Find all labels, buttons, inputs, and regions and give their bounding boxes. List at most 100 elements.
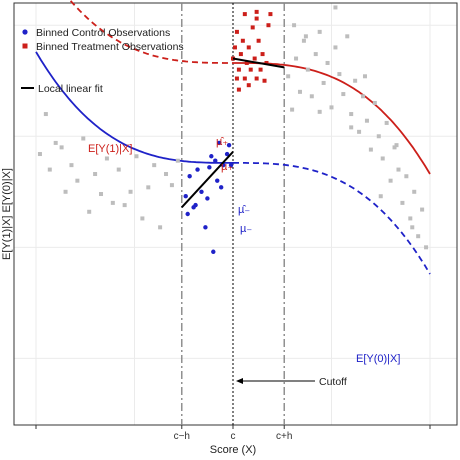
background-point [349, 125, 354, 130]
background-point [152, 163, 157, 168]
control-point [207, 165, 212, 170]
background-point [372, 100, 377, 105]
background-point [321, 80, 326, 85]
background-point [384, 120, 389, 125]
control-point [215, 178, 220, 183]
treatment-point [260, 52, 265, 57]
background-point [420, 207, 425, 212]
background-point [93, 172, 98, 177]
treatment-point [266, 23, 271, 28]
x-axis-ticks: c−h c c+h [35, 425, 431, 442]
background-point [43, 112, 48, 117]
legend-fit-label: Local linear fit [38, 83, 103, 95]
control-point [199, 189, 204, 194]
background-point [357, 129, 362, 134]
treatment-point [236, 87, 241, 92]
background-point [412, 189, 417, 194]
background-point [294, 56, 299, 61]
background-point [309, 94, 314, 99]
background-point [53, 140, 58, 145]
background-point [81, 136, 86, 141]
control-point [203, 225, 208, 230]
background-point [424, 245, 429, 250]
background-point [305, 67, 310, 72]
background-point [345, 34, 350, 39]
background-point [364, 118, 369, 123]
control-point [211, 249, 216, 254]
legend-control-marker [22, 29, 28, 35]
background-point [361, 94, 366, 99]
control-point [218, 185, 224, 190]
background-point [158, 225, 163, 230]
control-point [226, 142, 232, 148]
treatment-point [254, 16, 259, 21]
curve-1 [68, 0, 233, 64]
background-point [410, 225, 415, 230]
control-point [183, 194, 188, 199]
treatment-point [238, 52, 243, 57]
background-point [286, 74, 291, 79]
background-point [134, 154, 139, 159]
control-point [224, 151, 230, 157]
background-point [69, 163, 74, 168]
background-point [388, 178, 393, 183]
control-point [193, 202, 198, 208]
treatment-point [244, 60, 249, 65]
background-point [394, 143, 399, 148]
background-point [169, 183, 174, 188]
background-point [400, 200, 405, 205]
background-point [325, 60, 330, 65]
treatment-point [242, 12, 247, 17]
x-axis-label: Score (X) [210, 444, 256, 456]
background-point [362, 74, 367, 79]
background-point [116, 167, 121, 172]
background-point [303, 34, 308, 39]
background-point [404, 174, 409, 179]
x-tick-label-2: c+h [276, 431, 292, 442]
background-point [376, 134, 381, 139]
background-point [329, 105, 334, 110]
background-point [380, 156, 385, 161]
treatment-point [256, 38, 261, 43]
control-point [213, 158, 218, 163]
background-point [368, 147, 373, 152]
control-point [209, 154, 214, 159]
background-point [37, 152, 42, 157]
control-point [185, 211, 190, 217]
legend-treatment-marker [22, 43, 28, 49]
mu-plus-label: µ₊ [221, 161, 233, 173]
treatment-point [248, 67, 253, 72]
background-point [337, 72, 342, 77]
grid [14, 3, 457, 425]
treatment-point [246, 45, 251, 50]
y-axis-label: E[Y(1)|X] E[Y(0)|X] [1, 168, 13, 260]
background-point [140, 216, 145, 221]
treatment-point [234, 29, 239, 34]
local-linear-fits [181, 57, 285, 209]
background-point [63, 189, 68, 194]
scatter-points [37, 5, 429, 254]
treatment-point [254, 9, 259, 14]
background-point [297, 89, 302, 94]
background-point [301, 38, 306, 43]
background-point [292, 23, 297, 28]
treatment-point [252, 56, 257, 61]
legend: Binned Control Observations Binned Treat… [21, 27, 184, 95]
background-point [408, 216, 413, 221]
background-point [75, 178, 80, 183]
background-point [378, 194, 383, 199]
control-point [217, 140, 222, 146]
curve-3 [233, 161, 431, 275]
background-point [349, 112, 354, 117]
background-point [128, 189, 133, 194]
local-linear-fit-1 [232, 57, 285, 69]
plot-border [13, 2, 458, 426]
control-point [205, 196, 210, 201]
bandwidth-lines [181, 3, 285, 425]
curve-2 [35, 51, 233, 164]
treatment-point [236, 67, 241, 72]
cutoff-arrow-head [236, 378, 243, 384]
background-point [104, 156, 109, 161]
control-point [187, 174, 192, 179]
x-tick-label-1: c [231, 431, 236, 442]
